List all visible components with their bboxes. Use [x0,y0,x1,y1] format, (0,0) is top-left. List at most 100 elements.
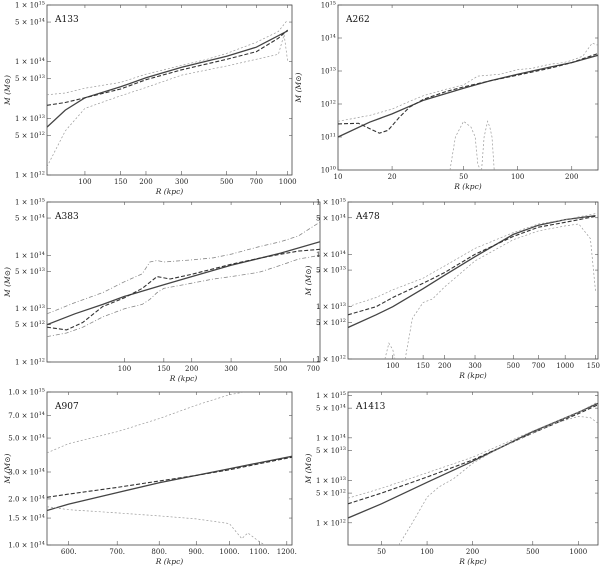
x-tick-label: 700 [307,365,320,373]
x-axis-label: R (kpc) [458,557,487,566]
panel-a1413: 50 100 200 500 1000 1 × 1012 5 × 1012 1 × 1013 5… [304,391,599,566]
y-tick-label: 5 × 1014 [316,213,346,222]
x-axis-label: R (kpc) [453,182,482,191]
series-group [47,221,320,337]
x-tick-label: 1500 [587,362,600,370]
x-tick-label: 200 [565,173,578,181]
y-tick-label: 1015 [321,1,336,10]
panel-a262: 10 20 50 100 200 1010 1011 1012 1013 1014 1015 A262… [294,1,599,191]
series-data-line [47,456,292,498]
series-lower-line [398,416,598,545]
y-axis-label: M (M⊙) [294,72,303,103]
y-tick-label: 1014 [321,34,336,43]
x-tick-label: 1000 [556,362,574,370]
y-tick-label: 1 × 1013 [316,476,346,485]
plot-frame [337,4,599,171]
y-axis-label: M (M⊙) [304,453,313,484]
y-tick-label: 5 × 1013 [15,74,45,83]
series-model-line [47,30,289,128]
plot-frame [46,201,321,363]
x-tick-label: 1200. [277,548,297,556]
series-data-line [47,248,320,331]
x-tick-label: 300 [224,365,237,373]
x-tick-label: 150 [157,365,170,373]
y-tick-label: 1.0 × 1014 [8,541,45,550]
y-tick-label: 1 × 1015 [15,1,45,10]
series-group [47,392,292,545]
series-upper-line [47,19,288,96]
series-upper-line [338,42,598,122]
y-tick-label: 1012 [321,100,336,109]
panel-title: A478 [355,212,380,222]
series-lower2-line [481,120,495,170]
y-axis-label: M (M⊙) [3,453,12,484]
y-axis-label: M (M⊙) [304,265,313,296]
y-tick-label: 1 × 1013 [15,114,45,123]
y-tick-label: 1.0 × 1015 [8,388,45,397]
panel-a478: 100 150 200 300 500 700 1000 1500 1 × 1012 5 × 10… [304,198,600,381]
y-tick-label: 2.0 × 1014 [8,494,45,503]
y-tick-label: 1 × 1012 [15,358,45,367]
x-axis-label: R (kpc) [155,557,184,566]
y-tick-label: 5 × 1012 [316,489,346,498]
y-tick-label: 1 × 1014 [316,433,346,442]
x-axis-label: R (kpc) [458,371,487,380]
x-tick-label: 200 [139,178,152,186]
x-tick-label: 10 [334,173,343,181]
y-tick-label: 1 × 1015 [316,391,346,400]
y-tick-label: 7.0 × 1014 [8,411,45,420]
series-model-line [47,455,292,512]
x-tick-label: 150 [114,178,127,186]
series-model-line [348,402,598,519]
x-axis-label: R (kpc) [169,374,198,383]
y-tick-label: 5 × 1012 [15,320,45,329]
series-model-line [338,54,598,138]
x-tick-label: 1000. [219,548,239,556]
series-data-line [348,404,598,505]
panel-title: A383 [54,212,79,222]
series-group [348,213,596,359]
series-upper-line [47,392,245,454]
y-tick-label: 1.5 × 1014 [8,514,45,523]
x-tick-label: 100 [118,365,131,373]
x-tick-label: 100 [511,173,524,181]
plot-frame [46,4,293,176]
y-tick-label: 5 × 1013 [15,267,45,276]
x-tick-label: 200 [438,362,451,370]
y-tick-label: 1 × 1012 [316,355,346,364]
panel-title: A907 [54,402,79,412]
x-tick-label: 100 [78,178,91,186]
y-tick-label: 1 × 1012 [316,518,346,527]
y-tick-label: 5 × 1014 [316,404,346,413]
y-tick-label: 3.0 × 1014 [8,468,45,477]
panel-a907: 600. 700. 800. 900. 1000. 1100. 1200. 1.0 × 101… [3,388,297,567]
y-tick-label: 1 × 1015 [316,198,346,207]
series-lower-line [47,34,289,167]
y-tick-label: 1011 [321,133,336,142]
series-upper-line [348,213,596,308]
x-tick-label: 500 [220,178,233,186]
panel-a133: 100 150 200 300 500 700 1000 1 × 1012 5 × 1012 1 … [3,1,297,197]
y-tick-label: 1 × 1014 [15,251,45,260]
y-tick-label: 1 × 1015 [15,198,45,207]
panel-title: A1413 [355,402,386,412]
y-tick-label: 1 × 1013 [316,302,346,311]
panel-a383: 100 150 200 300 500 700 1 × 1012 5 × 1012 1 × 10… [3,198,321,383]
x-tick-label: 500 [274,365,287,373]
y-tick-label: 1010 [321,166,336,175]
y-tick-label: 1 × 1012 [15,171,45,180]
series-data-line [47,29,289,106]
series-lower1-line [384,342,396,359]
series-data-line [338,52,598,134]
x-tick-label: 600. [61,548,77,556]
x-tick-label: 50 [377,548,386,556]
series-upper-line [348,401,598,499]
x-tick-label: 500 [526,548,539,556]
y-tick-label: 1 × 1013 [15,304,45,313]
panel-title: A262 [345,15,370,25]
series-lower-line [47,254,320,337]
x-tick-label: 300 [175,178,188,186]
plot-frame [46,391,293,546]
x-tick-label: 700 [532,362,545,370]
